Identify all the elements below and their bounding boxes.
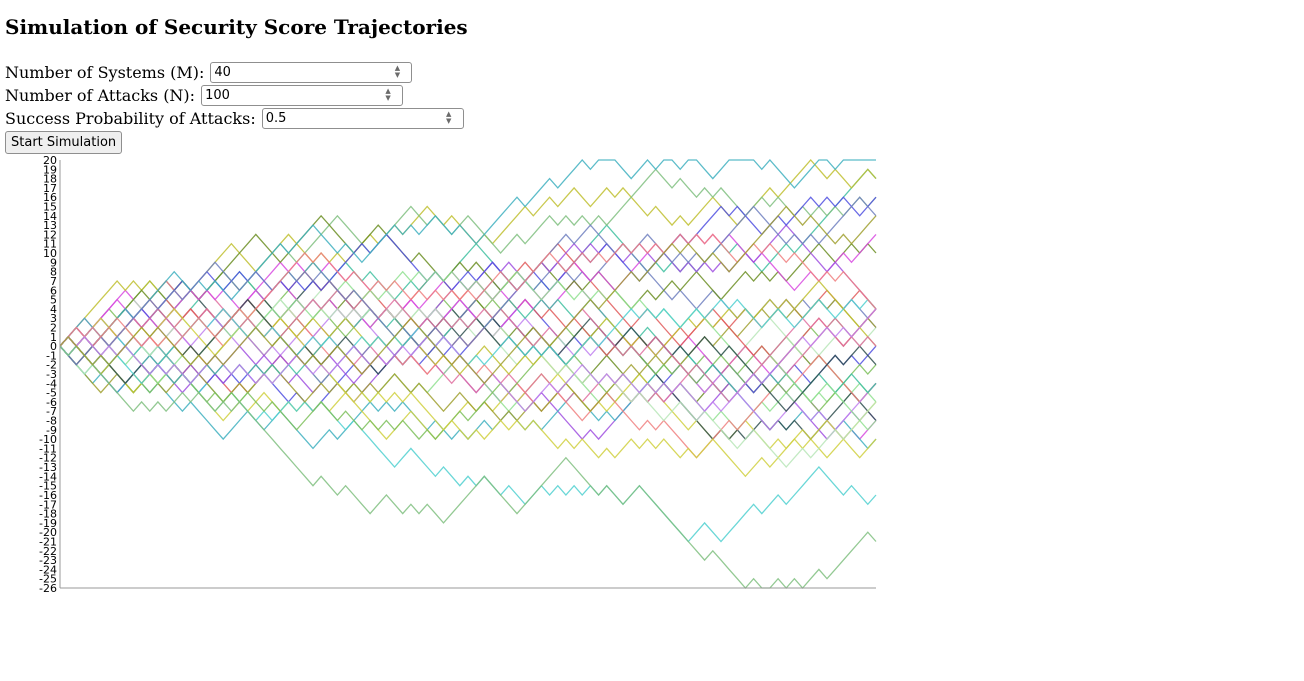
y-tick-label: -13	[39, 461, 57, 474]
y-tick-label: -24	[39, 563, 57, 576]
probability-value: 0.5	[265, 111, 287, 126]
y-tick-label: -8	[46, 415, 57, 428]
y-tick-label: -20	[39, 526, 57, 539]
systems-row: Number of Systems (M): 40 ▲ ▼	[5, 61, 413, 84]
y-tick-label: 13	[43, 219, 57, 232]
y-tick-label: 17	[43, 182, 57, 195]
trajectory-line	[59, 214, 877, 357]
y-tick-label: -22	[39, 545, 57, 558]
trajectory-line	[59, 298, 877, 403]
trajectory-line	[59, 345, 877, 589]
y-tick-label: 3	[50, 312, 57, 325]
y-tick-label: 9	[50, 256, 57, 269]
probability-input[interactable]: 0.5 ▲ ▼	[261, 108, 464, 129]
trajectory-line	[59, 326, 877, 441]
trajectory-line	[59, 308, 877, 413]
page-title: Simulation of Security Score Trajectorie…	[5, 15, 468, 39]
y-tick-label: -16	[39, 489, 57, 502]
y-tick-label: -10	[39, 433, 57, 446]
y-tick-label: 1	[50, 331, 57, 344]
trajectory-line	[59, 261, 877, 441]
y-tick-label: -7	[46, 405, 57, 418]
y-axis-ticks: 20191817161514131211109876543210-1-2-3-4…	[39, 154, 57, 592]
y-tick-label: 2	[50, 321, 57, 334]
systems-label: Number of Systems (M):	[5, 63, 205, 82]
y-tick-label: 0	[50, 340, 57, 353]
trajectory-line	[59, 335, 877, 441]
y-tick-label: -11	[39, 442, 57, 455]
y-tick-label: 6	[50, 284, 57, 297]
y-tick-label: 20	[43, 154, 57, 167]
y-tick-label: -4	[46, 377, 57, 390]
trajectory-line	[59, 168, 877, 348]
attacks-label: Number of Attacks (N):	[5, 86, 196, 105]
y-tick-label: -1	[46, 349, 57, 362]
spinner-icon[interactable]: ▲ ▼	[446, 110, 452, 125]
probability-label: Success Probability of Attacks:	[5, 109, 256, 128]
start-simulation-button[interactable]: Start Simulation	[5, 131, 123, 154]
trajectory-chart: 20191817161514131211109876543210-1-2-3-4…	[39, 154, 877, 592]
trajectory-line	[59, 233, 877, 348]
y-tick-label: -14	[39, 470, 57, 483]
y-tick-label: 12	[43, 228, 57, 241]
y-tick-label: -12	[39, 452, 57, 465]
series-lines	[59, 159, 877, 589]
y-tick-label: -2	[46, 359, 57, 372]
y-tick-label: -17	[39, 498, 57, 511]
attacks-input[interactable]: 100 ▲ ▼	[201, 85, 404, 106]
spinner-icon[interactable]: ▲ ▼	[385, 87, 391, 102]
y-tick-label: -18	[39, 508, 57, 521]
probability-row: Success Probability of Attacks: 0.5 ▲ ▼	[5, 107, 464, 130]
y-tick-label: 15	[43, 201, 57, 214]
trajectory-line	[59, 298, 877, 385]
y-tick-label: -3	[46, 368, 57, 381]
trajectory-line	[59, 270, 877, 431]
trajectory-line	[59, 196, 877, 366]
y-tick-label: -6	[46, 396, 57, 409]
trajectory-line	[59, 307, 877, 478]
y-tick-label: -9	[46, 424, 57, 437]
y-tick-label: -25	[39, 573, 57, 586]
y-tick-label: 11	[43, 238, 57, 251]
y-tick-label: -5	[46, 387, 57, 400]
attacks-value: 100	[205, 88, 230, 103]
trajectory-line	[59, 345, 877, 450]
y-tick-label: 5	[50, 294, 57, 307]
trajectory-line	[59, 168, 877, 348]
y-tick-label: 4	[50, 303, 57, 316]
y-tick-label: -23	[39, 554, 57, 567]
systems-input[interactable]: 40 ▲ ▼	[210, 62, 413, 83]
trajectory-line	[59, 205, 877, 385]
trajectory-line	[59, 233, 877, 347]
trajectory-line	[59, 196, 877, 357]
y-tick-label: 8	[50, 266, 57, 279]
y-tick-label: 7	[50, 275, 57, 288]
trajectory-line	[59, 224, 877, 385]
systems-value: 40	[214, 65, 231, 80]
y-tick-label: -19	[39, 517, 57, 530]
y-tick-label: 10	[43, 247, 57, 260]
spinner-icon[interactable]: ▲ ▼	[394, 64, 401, 79]
y-tick-label: 14	[43, 210, 57, 223]
trajectory-line	[59, 280, 877, 441]
y-tick-label: -21	[39, 535, 57, 548]
y-tick-label: 19	[43, 163, 57, 176]
attacks-row: Number of Attacks (N): 100 ▲ ▼	[5, 84, 404, 107]
y-tick-label: 18	[43, 173, 57, 186]
y-tick-label: -15	[39, 480, 57, 493]
trajectory-line	[59, 242, 877, 385]
y-tick-label: -26	[39, 582, 57, 592]
y-tick-label: 16	[43, 191, 57, 204]
